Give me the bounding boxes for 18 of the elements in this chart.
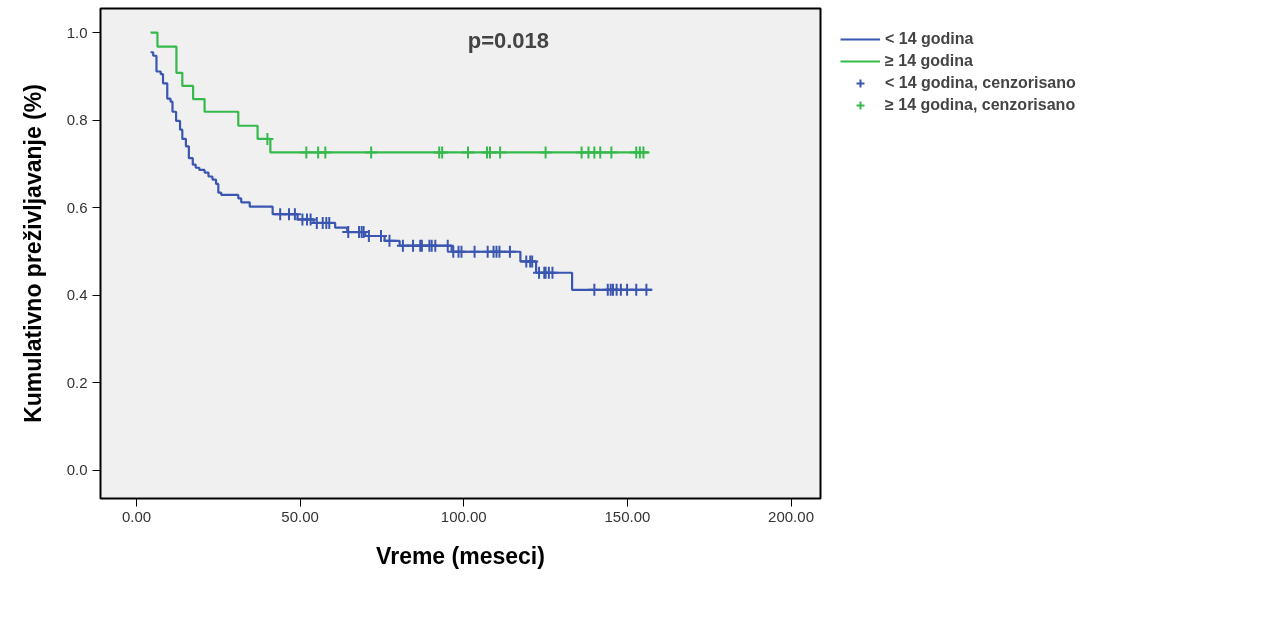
x-tick-label: 100.00 [440,507,487,525]
x-tick-label: 150.00 [604,507,651,525]
y-tick-label: 0.2 [66,373,88,391]
annotation: p=0.018 [467,27,550,53]
legend-label: < 14 godina [885,29,974,49]
y-axis-title: Kumulativno preživljavanje (%) [19,84,46,423]
x-tick-label: 200.00 [768,507,814,525]
y-tick-label: 0.0 [66,461,88,479]
y-tick-label: 0.8 [66,111,88,129]
y-tick-label: 0.6 [66,198,88,216]
legend-label: ≥ 14 godina [885,51,973,71]
y-tick-label: 0.4 [66,286,88,304]
x-axis-title: Vreme (meseci) [376,542,545,569]
y-tick-label: 1.0 [66,23,88,41]
x-tick-label: 50.00 [281,507,319,525]
x-tick-label: 0.00 [121,507,152,525]
legend-label: ≥ 14 godina, cenzorisano [885,95,1076,115]
legend-label: < 14 godina, cenzorisano [885,73,1076,93]
